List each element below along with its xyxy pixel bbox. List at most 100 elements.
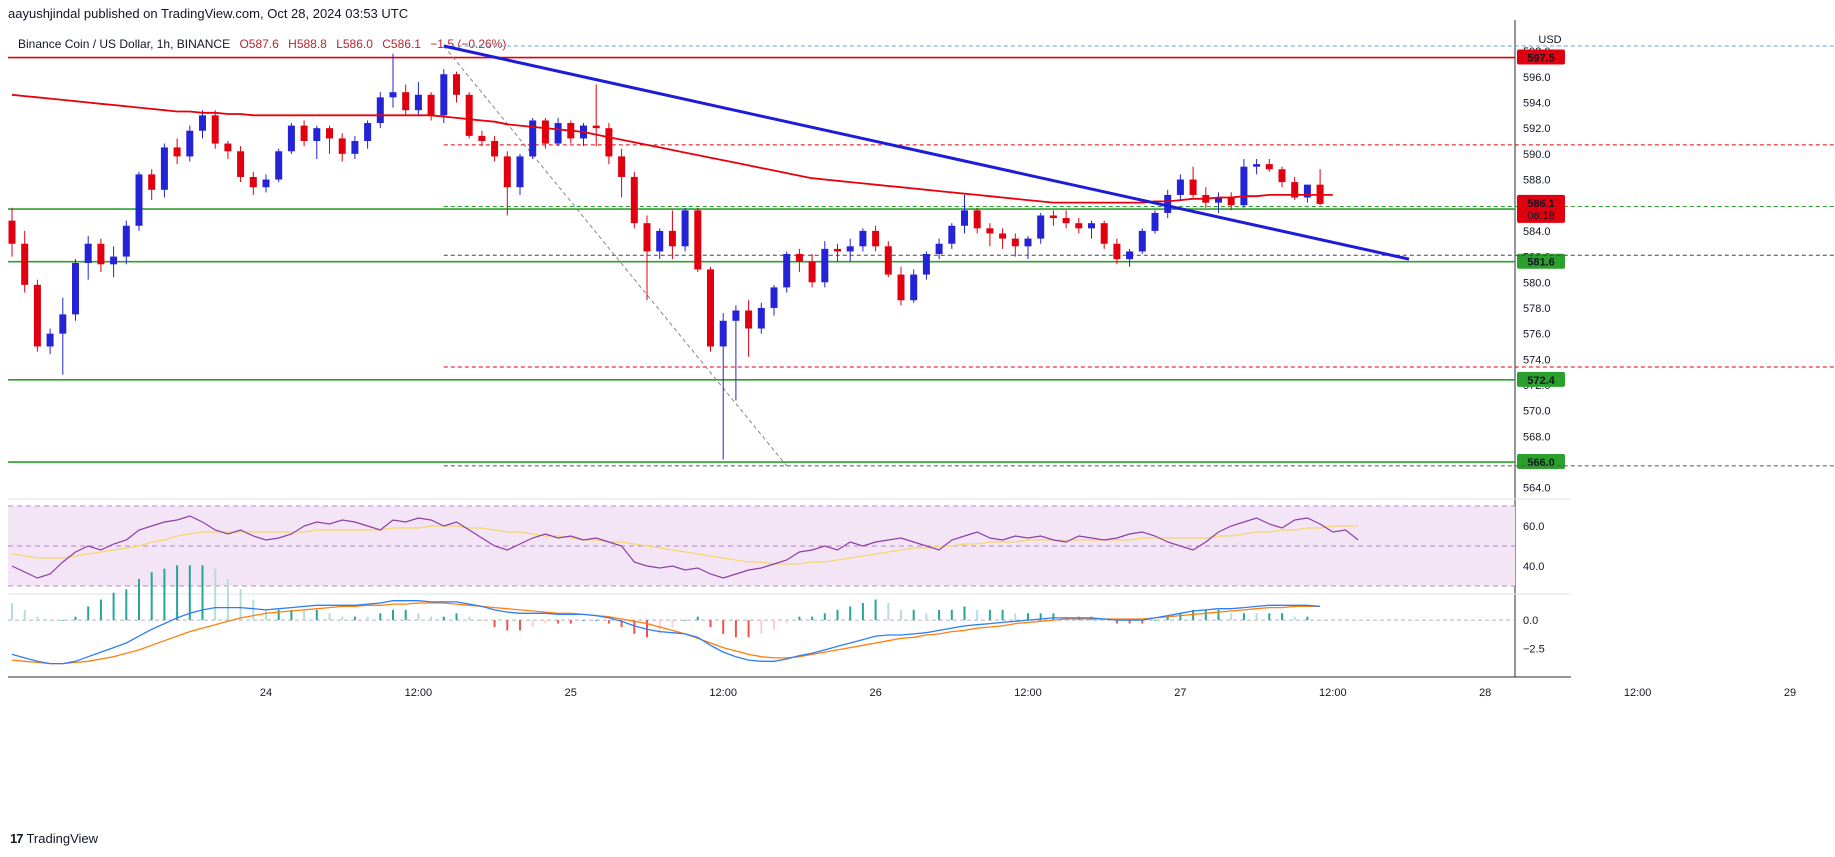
candle-body bbox=[1176, 179, 1184, 195]
candle-body bbox=[211, 115, 219, 144]
candle bbox=[935, 238, 943, 260]
candle bbox=[72, 259, 79, 321]
candle bbox=[186, 125, 194, 162]
macd-histogram-bar bbox=[11, 603, 13, 621]
symbol-name[interactable]: Binance Coin / US Dollar, 1h, BINANCE bbox=[18, 37, 231, 51]
candle-body bbox=[503, 156, 511, 188]
candle bbox=[478, 130, 486, 147]
macd-histogram-bar bbox=[722, 620, 725, 634]
candle-body bbox=[1088, 223, 1095, 229]
candle-body bbox=[160, 147, 168, 190]
candle-body bbox=[59, 314, 67, 334]
macd-histogram-bar bbox=[519, 620, 521, 631]
macd-histogram-bar bbox=[23, 609, 26, 621]
price-chart[interactable]: USD564.0566.0568.0570.0572.0574.0576.057… bbox=[0, 0, 1835, 830]
candle-body bbox=[326, 128, 333, 139]
price-tag-label: 572.4 bbox=[1527, 375, 1555, 387]
candle bbox=[668, 210, 676, 260]
candle bbox=[1075, 218, 1083, 234]
bearish-trend-line bbox=[443, 44, 1410, 261]
candle-body bbox=[757, 307, 765, 329]
macd-histogram-bar bbox=[315, 609, 318, 621]
candle bbox=[1227, 192, 1235, 211]
candle-body bbox=[884, 246, 892, 275]
macd-histogram-bar bbox=[1001, 609, 1004, 621]
candle-body bbox=[338, 138, 346, 154]
candle bbox=[757, 302, 765, 334]
candle bbox=[21, 230, 29, 293]
candle bbox=[1100, 220, 1108, 249]
x-tick-label: 12:00 bbox=[1319, 687, 1347, 699]
candle-body bbox=[605, 128, 613, 157]
candle-body bbox=[1227, 197, 1235, 206]
macd-histogram-bar bbox=[277, 609, 280, 621]
candle bbox=[8, 207, 16, 257]
macd-histogram-bar bbox=[747, 620, 750, 638]
candle bbox=[770, 284, 778, 316]
candle-body bbox=[821, 248, 829, 283]
price-tag-label: 581.6 bbox=[1527, 257, 1555, 269]
candle-body bbox=[351, 141, 359, 154]
candle bbox=[580, 123, 587, 147]
y-tick-label: 578.0 bbox=[1523, 303, 1551, 315]
candle bbox=[732, 305, 740, 401]
macd-histogram-bar bbox=[1103, 620, 1106, 621]
macd-histogram-bar bbox=[1128, 620, 1131, 624]
candle-body bbox=[681, 210, 689, 247]
macd-histogram-bar bbox=[404, 609, 407, 621]
candle bbox=[516, 153, 524, 195]
candle bbox=[1202, 187, 1210, 208]
candle bbox=[237, 146, 245, 183]
candle bbox=[376, 92, 384, 129]
macd-histogram-bar bbox=[1039, 613, 1042, 621]
candle-body bbox=[846, 246, 854, 252]
macd-histogram-bar bbox=[163, 568, 166, 621]
candle-body bbox=[1215, 197, 1222, 203]
candle-body bbox=[8, 220, 16, 244]
candle bbox=[1088, 220, 1095, 239]
candle bbox=[326, 125, 333, 154]
price-tag-label: 597.5 bbox=[1527, 53, 1555, 65]
candle-body bbox=[948, 225, 956, 244]
candle bbox=[656, 228, 664, 260]
candle-body bbox=[668, 230, 676, 247]
macd-histogram-bar bbox=[366, 616, 369, 621]
price-tag-label: 566.0 bbox=[1527, 457, 1555, 469]
macd-histogram-bar bbox=[620, 620, 623, 627]
y-tick-label: 576.0 bbox=[1523, 329, 1551, 341]
macd-histogram-bar bbox=[1115, 620, 1118, 624]
macd-histogram-bar bbox=[417, 613, 420, 621]
macd-histogram-bar bbox=[849, 606, 852, 621]
macd-histogram-bar bbox=[125, 589, 128, 621]
candle-body bbox=[707, 269, 714, 347]
candle bbox=[1253, 158, 1261, 175]
candle-body bbox=[1189, 179, 1197, 195]
candle bbox=[973, 207, 981, 234]
candle-body bbox=[999, 233, 1007, 239]
macd-histogram-bar bbox=[468, 616, 471, 621]
macd-histogram-bar bbox=[1293, 616, 1296, 621]
candle-body bbox=[808, 261, 816, 283]
candle bbox=[351, 135, 359, 159]
candle bbox=[1215, 192, 1222, 213]
macd-histogram-bar bbox=[531, 620, 534, 627]
macd-histogram-bar bbox=[290, 609, 293, 621]
macd-histogram-bar bbox=[74, 616, 77, 621]
candle-body bbox=[961, 210, 968, 226]
macd-histogram-bar bbox=[201, 565, 204, 621]
macd-histogram-bar bbox=[874, 599, 877, 621]
candle-body bbox=[173, 147, 181, 157]
macd-histogram-bar bbox=[988, 609, 991, 621]
candle bbox=[1303, 184, 1311, 203]
candle-body bbox=[72, 263, 79, 315]
macd-histogram-bar bbox=[353, 616, 356, 621]
candle-body bbox=[516, 156, 524, 188]
macd-histogram-bar bbox=[569, 620, 572, 624]
candle bbox=[1011, 233, 1019, 257]
candle bbox=[922, 251, 930, 280]
candle-body bbox=[249, 176, 257, 188]
candle bbox=[148, 169, 156, 201]
x-tick-label: 24 bbox=[260, 687, 272, 699]
candle bbox=[1265, 158, 1273, 172]
candle-body bbox=[783, 254, 791, 288]
